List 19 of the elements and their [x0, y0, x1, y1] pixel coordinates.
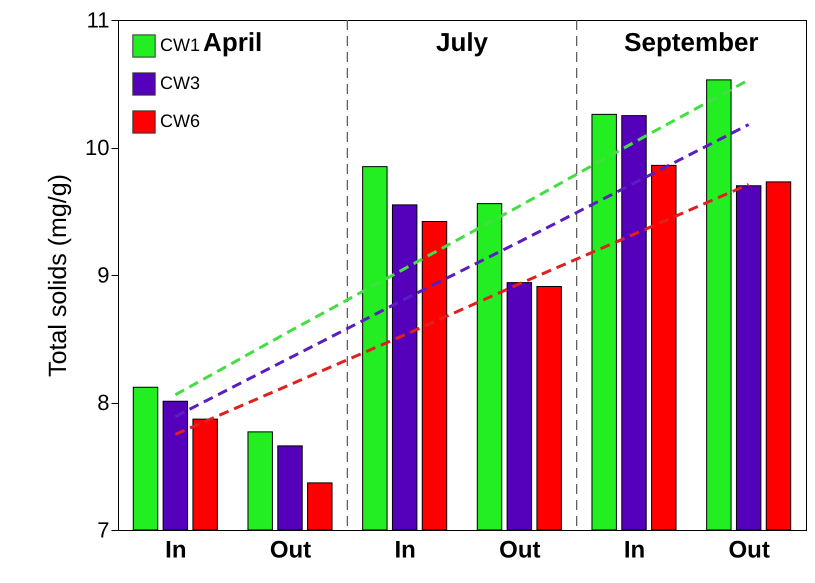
annotation: April	[203, 27, 262, 57]
y-tick-label: 10	[85, 135, 110, 160]
y-tick-label: 9	[97, 262, 110, 288]
legend-label: CW1	[160, 35, 200, 55]
annotation: September	[624, 27, 759, 57]
x-tick-label: Out	[499, 536, 540, 564]
x-tick-label: In	[165, 536, 186, 564]
y-axis-title: Total solids (mg/g)	[44, 174, 72, 377]
x-tick-label: In	[624, 536, 646, 564]
y-tick-label: 7	[97, 518, 110, 542]
line-series	[174, 182, 750, 436]
x-tick-label: Out	[728, 536, 770, 564]
y-tick-label: 11	[86, 8, 110, 32]
annotation: July	[436, 27, 489, 57]
legend-label: CW3	[160, 73, 200, 93]
x-tick-label: Out	[270, 536, 312, 564]
legend-label: CW6	[160, 111, 200, 131]
y-tick-label: 8	[97, 390, 110, 415]
x-tick-label: In	[394, 536, 416, 564]
